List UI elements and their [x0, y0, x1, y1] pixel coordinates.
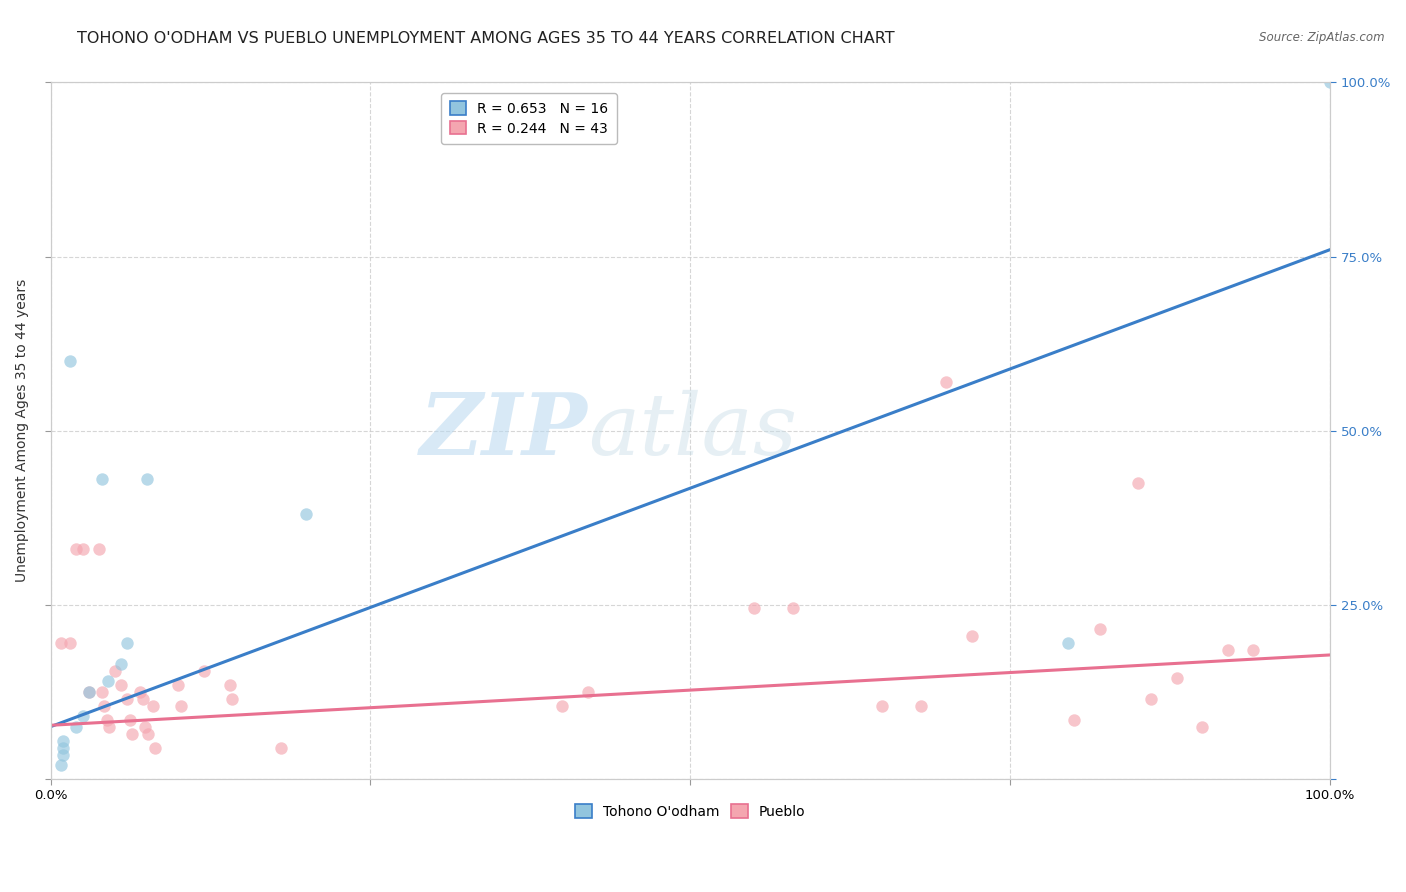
Point: [117, 691, 139, 706]
Point: [872, 698, 894, 713]
Point: [65, 720, 87, 734]
Point: [96, 713, 118, 727]
Point: [1191, 720, 1213, 734]
Point: [121, 726, 143, 740]
Point: [295, 508, 318, 522]
Point: [89, 542, 111, 557]
Point: [551, 698, 574, 713]
Point: [170, 698, 193, 713]
Point: [270, 740, 292, 755]
Point: [98, 720, 121, 734]
Point: [782, 601, 804, 615]
Point: [145, 740, 167, 755]
Point: [218, 678, 240, 692]
Point: [72, 542, 94, 557]
Point: [1057, 636, 1080, 650]
Point: [576, 685, 599, 699]
Text: atlas: atlas: [588, 389, 797, 472]
Point: [52, 733, 75, 747]
Point: [1128, 475, 1150, 490]
Point: [142, 698, 165, 713]
Point: [935, 375, 957, 389]
Point: [221, 691, 243, 706]
Point: [65, 542, 87, 557]
Point: [110, 657, 132, 671]
Y-axis label: Unemployment Among Ages 35 to 44 years: Unemployment Among Ages 35 to 44 years: [15, 279, 30, 582]
Point: [49, 758, 72, 772]
Point: [59, 636, 82, 650]
Point: [1216, 643, 1239, 657]
Point: [52, 740, 75, 755]
Point: [1140, 691, 1163, 706]
Point: [103, 664, 125, 678]
Point: [744, 601, 766, 615]
Point: [193, 664, 215, 678]
Point: [72, 709, 94, 723]
Point: [93, 698, 115, 713]
Point: [49, 636, 72, 650]
Point: [90, 472, 112, 486]
Point: [77, 685, 100, 699]
Point: [910, 698, 932, 713]
Text: ZIP: ZIP: [420, 389, 588, 473]
Legend: Tohono O'odham, Pueblo: Tohono O'odham, Pueblo: [569, 798, 811, 824]
Point: [110, 678, 132, 692]
Point: [59, 354, 82, 368]
Point: [960, 629, 983, 643]
Point: [129, 685, 152, 699]
Point: [90, 685, 112, 699]
Point: [1063, 713, 1085, 727]
Point: [136, 726, 159, 740]
Point: [1088, 622, 1111, 636]
Point: [52, 747, 75, 762]
Point: [118, 713, 141, 727]
Point: [97, 674, 120, 689]
Point: [1319, 75, 1341, 89]
Text: Source: ZipAtlas.com: Source: ZipAtlas.com: [1260, 31, 1385, 45]
Point: [135, 472, 157, 486]
Point: [77, 685, 100, 699]
Text: TOHONO O'ODHAM VS PUEBLO UNEMPLOYMENT AMONG AGES 35 TO 44 YEARS CORRELATION CHAR: TOHONO O'ODHAM VS PUEBLO UNEMPLOYMENT AM…: [77, 31, 896, 46]
Point: [1241, 643, 1264, 657]
Point: [117, 636, 139, 650]
Point: [1166, 671, 1188, 685]
Point: [167, 678, 190, 692]
Point: [131, 691, 153, 706]
Point: [134, 720, 156, 734]
